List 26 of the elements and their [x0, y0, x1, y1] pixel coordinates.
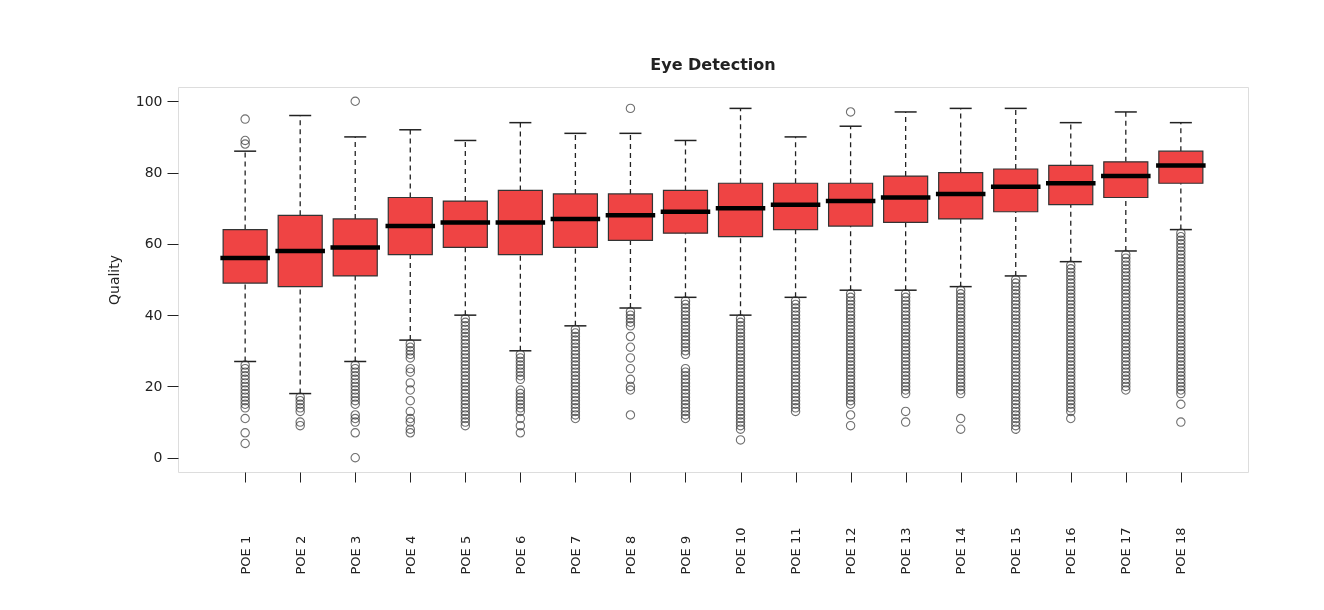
y-tick-label: 0: [153, 449, 163, 466]
y-tick-label: 40: [144, 306, 163, 323]
x-tick-label: POE 3: [347, 535, 363, 575]
chart-title: Eye Detection: [650, 55, 776, 74]
y-axis-title: Quality: [105, 254, 122, 306]
y-tick-label: 60: [144, 235, 163, 252]
x-tick-label: POE 5: [457, 535, 473, 575]
x-tick-label: POE 2: [292, 535, 308, 575]
x-tick-label: POE 12: [843, 527, 859, 575]
x-tick-label: POE 13: [898, 527, 914, 575]
y-tick-label: 80: [144, 164, 163, 181]
y-tick-label: 20: [144, 377, 163, 394]
x-tick-label: POE 7: [567, 535, 583, 575]
x-tick-label: POE 17: [1118, 527, 1134, 575]
x-tick-label: POE 9: [677, 535, 693, 575]
x-tick-label: POE 18: [1173, 527, 1189, 575]
x-tick-label: POE 6: [512, 535, 528, 575]
x-tick-label: POE 1: [237, 535, 253, 575]
x-tick-label: POE 10: [733, 527, 749, 575]
x-tick-label: POE 4: [402, 535, 418, 575]
y-tick-label: 100: [135, 92, 163, 109]
x-tick-label: POE 8: [622, 535, 638, 575]
x-tick-label: POE 15: [1008, 527, 1024, 575]
x-tick-label: POE 11: [788, 527, 804, 575]
x-tick-label: POE 14: [953, 527, 969, 575]
x-tick-label: POE 16: [1063, 527, 1079, 575]
